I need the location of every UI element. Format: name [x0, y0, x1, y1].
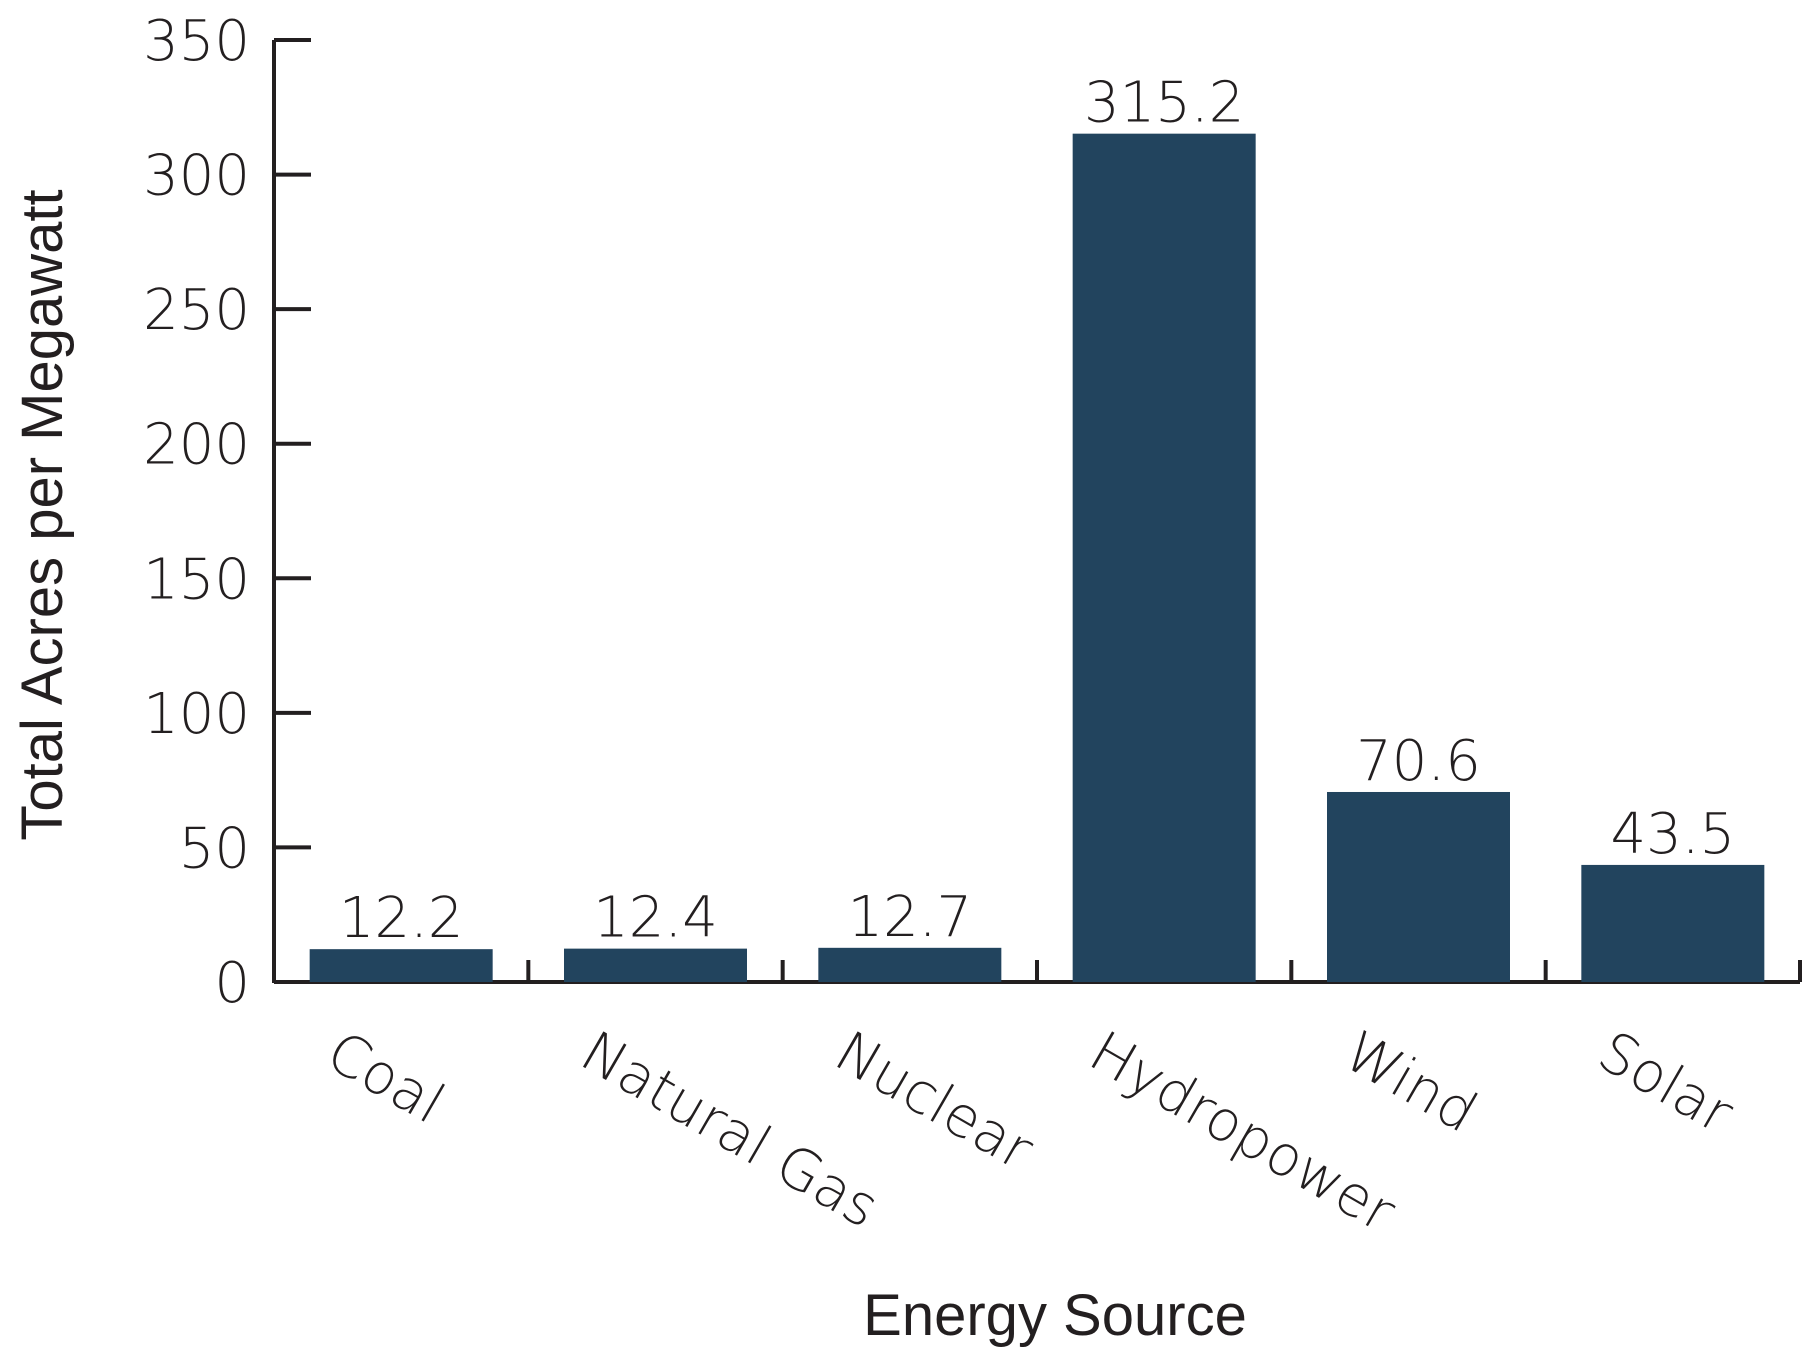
bar-nuclear — [818, 947, 1002, 982]
y-axis-title: Total Acres per Megawatt — [10, 189, 75, 840]
data-label: 43.5 — [1610, 802, 1735, 867]
x-tick-label: Nuclear — [824, 1019, 1043, 1183]
value-labels: 12.2 12.4 12.7 315.2 70.6 43.5 — [339, 71, 1735, 952]
y-tick-label: 0 — [214, 951, 250, 1016]
bar-wind — [1327, 791, 1510, 982]
y-tick-label: 300 — [143, 144, 250, 209]
y-tick-label: 50 — [179, 816, 250, 881]
bar-hydropower — [1072, 133, 1256, 982]
bar-natural-gas — [564, 948, 747, 982]
y-tick-label: 250 — [143, 278, 250, 343]
bar-solar — [1581, 864, 1765, 982]
data-label: 12.2 — [339, 886, 464, 951]
y-tick-label: 150 — [143, 547, 250, 612]
y-axis: 0 50 100 150 200 250 300 350 — [143, 9, 311, 1016]
x-tick-label: Solar — [1587, 1019, 1743, 1147]
x-axis — [274, 960, 1802, 984]
y-tick-label: 100 — [143, 682, 250, 747]
y-tick-label: 350 — [143, 9, 250, 74]
data-label: 12.4 — [593, 886, 718, 951]
x-tick-label: Wind — [1333, 1019, 1487, 1146]
x-tick-label: Coal — [316, 1019, 455, 1137]
data-label: 70.6 — [1356, 729, 1481, 794]
y-tick-label: 200 — [143, 413, 250, 478]
data-label: 12.7 — [847, 885, 972, 950]
bars — [309, 133, 1765, 982]
bar-coal — [309, 949, 493, 982]
data-label: 315.2 — [1084, 71, 1244, 136]
x-axis-title: Energy Source — [863, 1283, 1247, 1348]
